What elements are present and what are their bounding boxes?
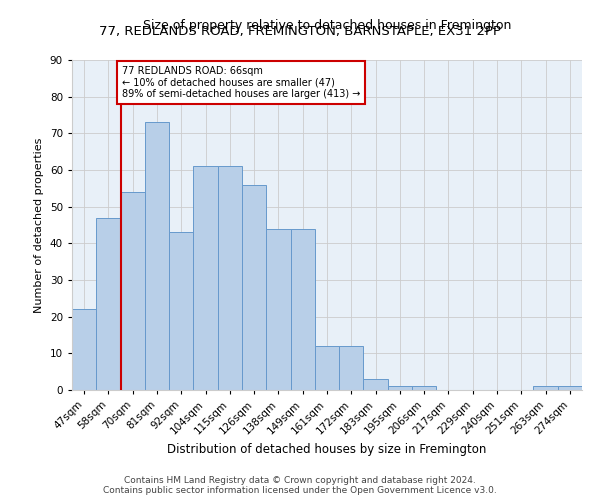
Bar (315, 346, 339, 390)
Bar (72, 310, 96, 390)
Bar (388, 386, 412, 390)
Y-axis label: Number of detached properties: Number of detached properties (34, 138, 44, 312)
Bar (339, 346, 364, 390)
Bar (364, 379, 388, 390)
Bar (242, 184, 266, 390)
X-axis label: Distribution of detached houses by size in Fremington: Distribution of detached houses by size … (167, 443, 487, 456)
Bar (558, 386, 582, 390)
Bar (145, 122, 169, 390)
Bar (193, 166, 218, 390)
Bar (218, 166, 242, 390)
Text: Contains HM Land Registry data © Crown copyright and database right 2024.
Contai: Contains HM Land Registry data © Crown c… (103, 476, 497, 495)
Bar (266, 228, 290, 390)
Text: 77 REDLANDS ROAD: 66sqm
← 10% of detached houses are smaller (47)
89% of semi-de: 77 REDLANDS ROAD: 66sqm ← 10% of detache… (122, 66, 360, 98)
Bar (169, 232, 193, 390)
Bar (533, 386, 558, 390)
Bar (290, 228, 315, 390)
Title: Size of property relative to detached houses in Fremington: Size of property relative to detached ho… (143, 20, 511, 32)
Text: 77, REDLANDS ROAD, FREMINGTON, BARNSTAPLE, EX31 2PP: 77, REDLANDS ROAD, FREMINGTON, BARNSTAPL… (99, 25, 501, 38)
Bar (96, 218, 121, 390)
Bar (121, 192, 145, 390)
Bar (412, 386, 436, 390)
